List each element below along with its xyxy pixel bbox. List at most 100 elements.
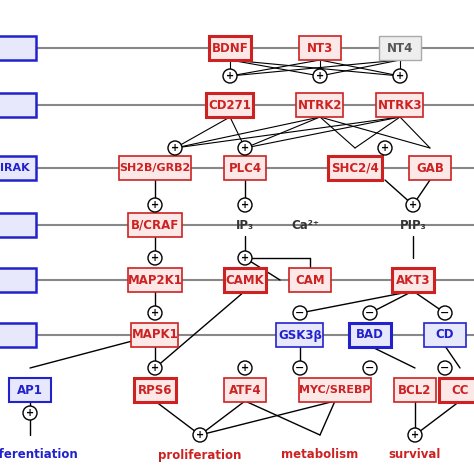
Text: −: − xyxy=(365,363,374,373)
Text: NTRK3: NTRK3 xyxy=(378,99,422,111)
Text: −: − xyxy=(295,363,305,373)
Circle shape xyxy=(408,428,422,442)
Text: BDNF: BDNF xyxy=(211,42,248,55)
Text: BAD: BAD xyxy=(356,328,384,341)
Text: NTRK2: NTRK2 xyxy=(298,99,342,111)
Text: +: + xyxy=(151,308,159,318)
Text: +: + xyxy=(151,363,159,373)
Text: CAMK: CAMK xyxy=(226,273,264,286)
Text: +: + xyxy=(241,363,249,373)
Text: MAPK1: MAPK1 xyxy=(132,328,178,341)
FancyBboxPatch shape xyxy=(224,268,266,292)
Text: NT3: NT3 xyxy=(307,42,333,55)
FancyBboxPatch shape xyxy=(289,268,331,292)
Circle shape xyxy=(393,69,407,83)
Circle shape xyxy=(438,306,452,320)
FancyBboxPatch shape xyxy=(439,378,474,402)
Circle shape xyxy=(378,141,392,155)
Text: −: − xyxy=(365,308,374,318)
Text: +: + xyxy=(151,200,159,210)
Text: +: + xyxy=(409,200,417,210)
FancyBboxPatch shape xyxy=(276,323,323,347)
FancyBboxPatch shape xyxy=(224,156,266,180)
Text: MYC/SREBP: MYC/SREBP xyxy=(299,385,371,395)
Circle shape xyxy=(223,69,237,83)
Text: +: + xyxy=(151,253,159,263)
FancyBboxPatch shape xyxy=(134,378,176,402)
Text: GAB: GAB xyxy=(416,162,444,174)
FancyBboxPatch shape xyxy=(128,213,182,237)
Text: +: + xyxy=(196,430,204,440)
Text: +: + xyxy=(316,71,324,81)
FancyBboxPatch shape xyxy=(131,323,179,347)
Text: +: + xyxy=(411,430,419,440)
FancyBboxPatch shape xyxy=(224,378,266,402)
FancyBboxPatch shape xyxy=(0,323,36,347)
FancyBboxPatch shape xyxy=(424,323,466,347)
Text: −: − xyxy=(440,363,450,373)
Text: survival: survival xyxy=(389,448,441,462)
Text: IP₃: IP₃ xyxy=(236,219,254,231)
Text: AKT3: AKT3 xyxy=(396,273,430,286)
Text: +: + xyxy=(241,200,249,210)
FancyBboxPatch shape xyxy=(379,36,421,60)
FancyBboxPatch shape xyxy=(0,36,36,60)
Circle shape xyxy=(148,251,162,265)
Text: AP1: AP1 xyxy=(17,383,43,396)
Circle shape xyxy=(293,361,307,375)
Text: +: + xyxy=(241,143,249,153)
Text: proliferation: proliferation xyxy=(158,448,242,462)
Circle shape xyxy=(313,69,327,83)
Circle shape xyxy=(363,361,377,375)
Circle shape xyxy=(23,406,37,420)
Text: metabolism: metabolism xyxy=(282,448,359,462)
Text: SHC2/4: SHC2/4 xyxy=(331,162,379,174)
Text: CD: CD xyxy=(436,328,454,341)
FancyBboxPatch shape xyxy=(0,156,36,180)
FancyBboxPatch shape xyxy=(9,378,51,402)
FancyBboxPatch shape xyxy=(349,323,391,347)
FancyBboxPatch shape xyxy=(209,36,251,60)
Circle shape xyxy=(438,361,452,375)
FancyBboxPatch shape xyxy=(299,36,341,60)
Text: CAM: CAM xyxy=(295,273,325,286)
Text: RPS6: RPS6 xyxy=(138,383,172,396)
Circle shape xyxy=(168,141,182,155)
FancyBboxPatch shape xyxy=(128,268,182,292)
Text: CC: CC xyxy=(451,383,469,396)
Circle shape xyxy=(293,306,307,320)
Text: differentiation: differentiation xyxy=(0,448,78,462)
FancyBboxPatch shape xyxy=(0,268,36,292)
Text: +: + xyxy=(381,143,389,153)
Text: BCL2: BCL2 xyxy=(398,383,432,396)
Text: IRAK: IRAK xyxy=(0,163,30,173)
Text: B/CRAF: B/CRAF xyxy=(131,219,179,231)
FancyBboxPatch shape xyxy=(207,93,254,117)
Circle shape xyxy=(406,198,420,212)
Text: NT4: NT4 xyxy=(387,42,413,55)
Text: +: + xyxy=(241,253,249,263)
FancyBboxPatch shape xyxy=(0,213,36,237)
Circle shape xyxy=(238,198,252,212)
Text: −: − xyxy=(295,308,305,318)
Circle shape xyxy=(238,251,252,265)
Circle shape xyxy=(238,141,252,155)
Text: PLC4: PLC4 xyxy=(228,162,262,174)
FancyBboxPatch shape xyxy=(299,378,371,402)
Circle shape xyxy=(193,428,207,442)
FancyBboxPatch shape xyxy=(119,156,191,180)
Circle shape xyxy=(238,361,252,375)
FancyBboxPatch shape xyxy=(392,268,434,292)
FancyBboxPatch shape xyxy=(0,93,36,117)
FancyBboxPatch shape xyxy=(394,378,436,402)
Circle shape xyxy=(148,361,162,375)
Circle shape xyxy=(148,198,162,212)
FancyBboxPatch shape xyxy=(409,156,451,180)
Text: +: + xyxy=(226,71,234,81)
FancyBboxPatch shape xyxy=(297,93,344,117)
Text: ATF4: ATF4 xyxy=(228,383,261,396)
Text: SH2B/GRB2: SH2B/GRB2 xyxy=(119,163,191,173)
FancyBboxPatch shape xyxy=(328,156,382,180)
Text: CD271: CD271 xyxy=(209,99,251,111)
Text: GSK3β: GSK3β xyxy=(278,328,322,341)
